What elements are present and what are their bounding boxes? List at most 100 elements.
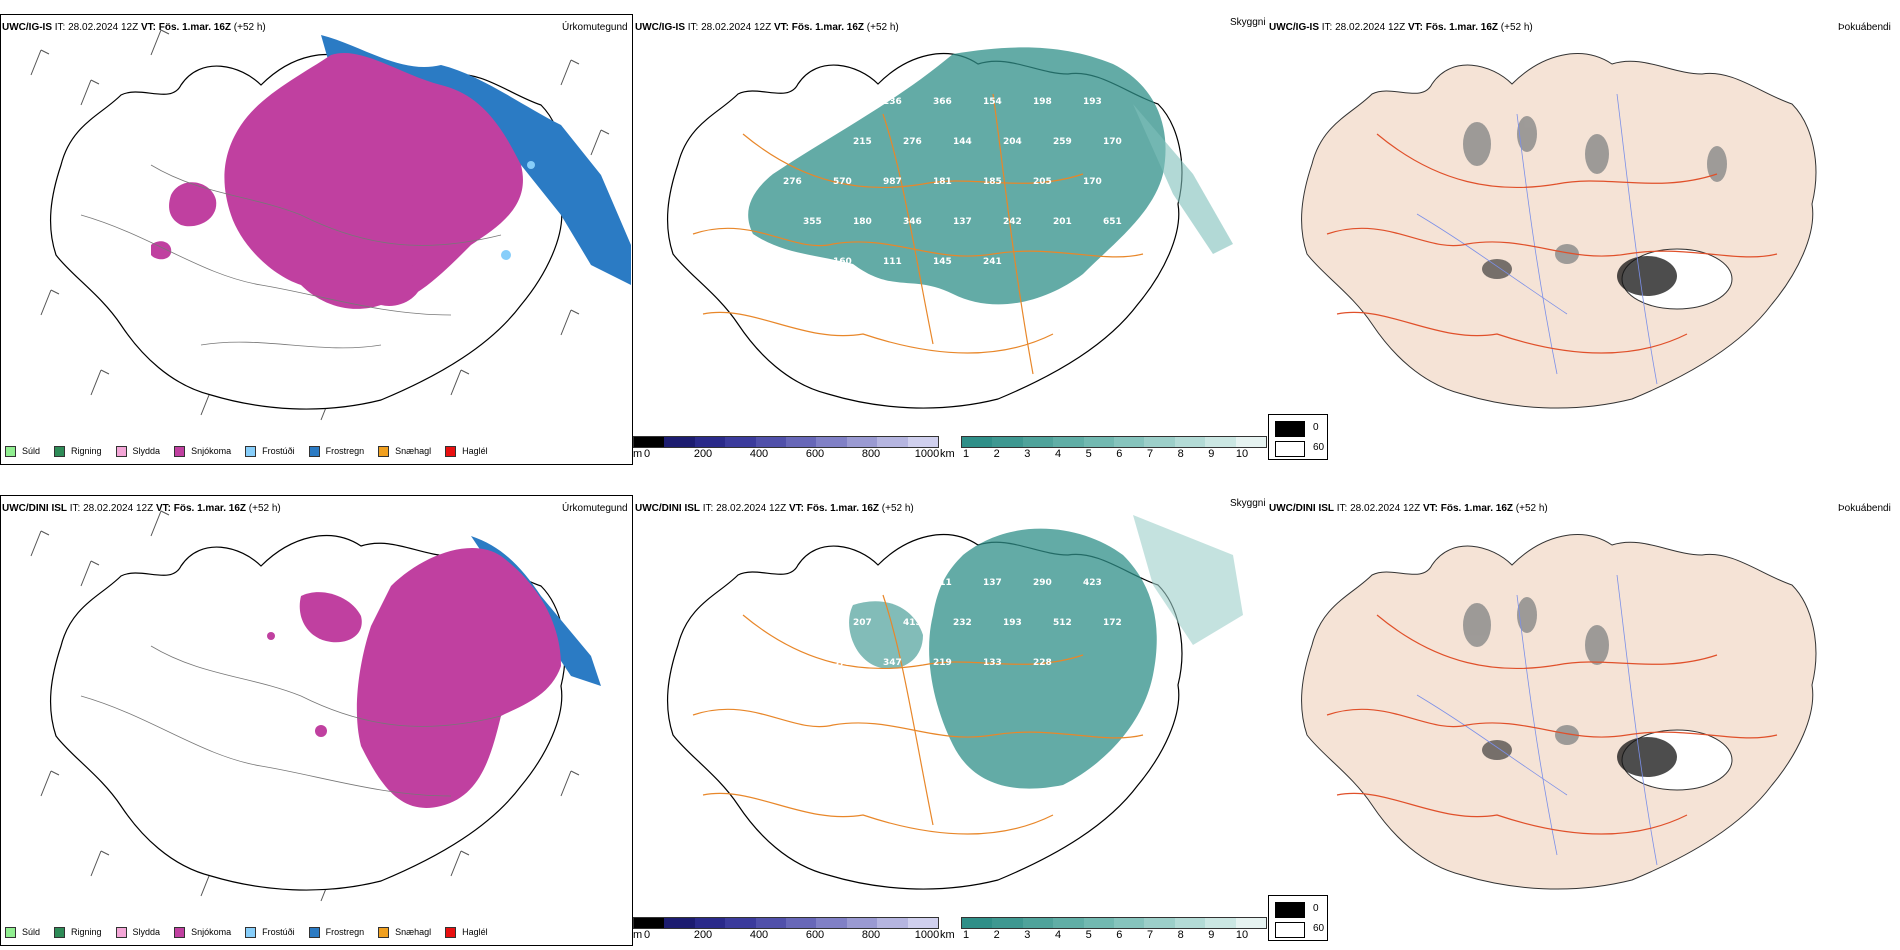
tick-label: 10 <box>1235 448 1249 460</box>
vt-prefix: VT: <box>788 503 804 514</box>
it-value: 28.02.2024 12Z <box>1335 22 1406 33</box>
legend-swatch <box>245 445 257 457</box>
tick-label: 5 <box>1085 929 1092 941</box>
ceiling-value-label: 193 <box>1083 97 1102 107</box>
ceiling-visibility-panel-top: 298 503 236 366 154 198 193 367 215 276 144 204 259 1… <box>633 14 1267 465</box>
ceiling-value-label: 347 <box>883 658 902 668</box>
lead-time: (+52 h) <box>1500 22 1533 33</box>
tick-label: 8 <box>1177 448 1184 460</box>
tick-label: 7 <box>1146 448 1154 460</box>
fog-light-label: 60 <box>1313 923 1325 934</box>
road-lines <box>80 645 502 797</box>
fog-dark-label: 0 <box>1313 422 1319 433</box>
fog-dark-area <box>1617 256 1677 296</box>
precip-type-map <box>30 510 601 902</box>
ceiling-value-label: 242 <box>1003 217 1022 227</box>
it-value: 28.02.2024 12Z <box>1350 503 1421 514</box>
vt-value: Fös. 1.mar. 16Z <box>806 503 880 514</box>
ceiling-value-label: 987 <box>883 177 902 187</box>
ceiling-value-label: 204 <box>1003 137 1022 147</box>
ceiling-value-label: 133 <box>983 658 1002 668</box>
ceiling-value-label: 205 <box>1033 177 1052 187</box>
legend-swatch <box>378 926 390 938</box>
fog-panel-bottom <box>1267 495 1900 946</box>
model-name: UWC/DINI ISL <box>635 503 700 514</box>
tick-label: 6 <box>1116 929 1123 941</box>
ceiling-unit: m <box>633 448 643 460</box>
ceiling-ticks: 0 200 400 600 800 1000 <box>644 448 939 462</box>
legend-item: Rigning <box>54 926 102 938</box>
snow-area-south <box>350 256 422 306</box>
ceiling-value-label: 503 <box>833 97 852 107</box>
legend-item: Frostúði <box>245 445 295 457</box>
legend-label: Snjókoma <box>191 446 232 456</box>
lead-time: (+52 h) <box>233 22 266 33</box>
tick-label: 9 <box>1208 448 1215 460</box>
legend-swatch <box>445 926 457 938</box>
tick-label: 1 <box>962 448 970 460</box>
legend-item: Snjókoma <box>174 926 231 938</box>
tick-label: 600 <box>805 929 825 941</box>
precip-title: Úrkomutegund <box>562 22 628 33</box>
fog-dark-area-west <box>1482 740 1512 760</box>
roads <box>1326 133 1778 354</box>
precip-type-map <box>30 29 631 421</box>
fog-map <box>1301 534 1817 890</box>
fog-dark-label: 0 <box>1313 903 1319 914</box>
fog-legend-bottom: 0 60 <box>1268 895 1328 941</box>
ceiling-value-label: 170 <box>1103 137 1122 147</box>
vt-value: Fös. 1.mar. 16Z <box>158 22 232 33</box>
vt-prefix: VT: <box>140 22 156 33</box>
road-network <box>692 594 1144 835</box>
tick-label: 3 <box>1024 448 1031 460</box>
ceiling-labels: 298 503 236 366 154 198 193 367 215 276 144 204 259 1… <box>783 97 1122 267</box>
legend-label: Slydda <box>132 927 161 937</box>
ceiling-value-label: 298 <box>783 97 802 107</box>
tick-label: 2 <box>993 448 1000 460</box>
legend-swatch <box>115 445 127 457</box>
fog-panel-top <box>1267 14 1900 465</box>
ceiling-value-label: 170 <box>1083 177 1102 187</box>
tick-label: 7 <box>1146 929 1154 941</box>
tick-label: 4 <box>1054 929 1062 941</box>
fog-dark-swatch <box>1275 421 1305 437</box>
precip-title: Úrkomutegund <box>562 503 628 514</box>
tick-label: 800 <box>861 929 881 941</box>
visibility-colorbar <box>961 436 1267 448</box>
header-bottom-cloud: UWC/DINI ISL IT: 28.02.2024 12Z VT: Fös.… <box>635 503 914 514</box>
legend-label: Haglél <box>462 446 488 456</box>
ceiling-value-label: 137 <box>953 217 972 227</box>
visibility-ticks: 1 2 3 4 5 6 7 8 9 10 <box>962 448 1248 462</box>
fog-light-label: 60 <box>1313 442 1325 453</box>
ceiling-value-label: 114 <box>803 618 822 628</box>
rivers <box>1416 93 1658 385</box>
snow-area-west <box>169 182 217 227</box>
fog-light-swatch <box>1275 441 1305 457</box>
ceiling-value-label: 144 <box>953 137 972 147</box>
legend-swatch <box>54 926 66 938</box>
ceiling-value-label: 185 <box>983 177 1002 187</box>
model-name: UWC/DINI ISL <box>2 503 67 514</box>
header-bottom-fog: UWC/DINI ISL IT: 28.02.2024 12Z VT: Fös.… <box>1269 503 1548 514</box>
legend-label: Snæhagl <box>395 446 432 456</box>
legend-label: Rigning <box>71 446 102 456</box>
vt-value: Fös. 1.mar. 16Z <box>173 503 247 514</box>
ceiling-value-label: 373 <box>833 658 852 668</box>
legend-swatch <box>174 926 186 938</box>
ceiling-value-label: 259 <box>1053 137 1072 147</box>
tick-label: 4 <box>1054 448 1062 460</box>
fog-title: Þokuábendi <box>1838 503 1891 514</box>
visibility-band <box>1133 104 1233 254</box>
ceiling-value-label: 355 <box>803 217 822 227</box>
model-name: UWC/DINI ISL <box>1269 503 1334 514</box>
freezing-drizzle-spot <box>501 250 511 260</box>
ceiling-labels: 242 150 221 211 137 290 423 114 207 415 232 193 512 1… <box>783 578 1122 668</box>
it-value: 28.02.2024 12Z <box>716 503 787 514</box>
ceiling-value-label: 198 <box>1033 97 1052 107</box>
tick-label: 400 <box>749 448 769 460</box>
iceland-land <box>1301 53 1817 409</box>
legend-label: Rigning <box>71 927 102 937</box>
tick-label: 400 <box>749 929 769 941</box>
tick-label: 9 <box>1208 929 1215 941</box>
ceiling-value-label: 366 <box>933 97 952 107</box>
